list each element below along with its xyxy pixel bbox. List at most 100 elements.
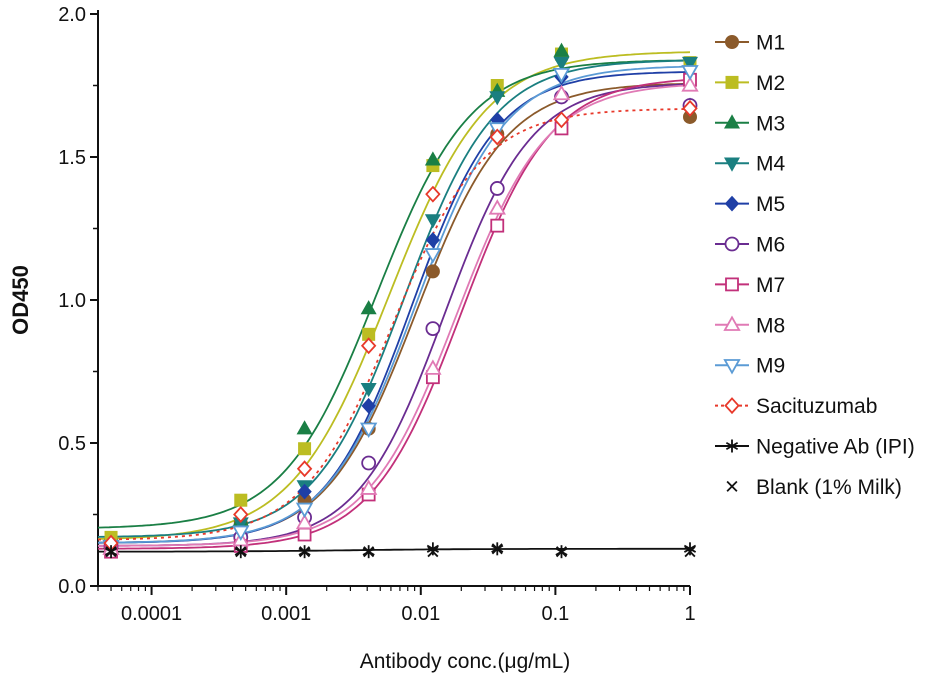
fit-curve-m9 — [98, 65, 690, 544]
legend-label: M4 — [756, 153, 785, 176]
data-points — [102, 42, 699, 559]
legend-marker — [723, 359, 741, 375]
legend-label: M2 — [756, 72, 785, 95]
y-tick-label: 2.0 — [58, 4, 86, 26]
point-m8 — [295, 513, 314, 530]
point-blank-1-milk — [299, 546, 311, 558]
point-m9 — [359, 422, 378, 439]
legend-marker — [725, 75, 739, 89]
point-m5 — [425, 232, 441, 248]
x-tick-label: 0.001 — [261, 603, 311, 625]
point-m4 — [681, 56, 699, 72]
point-sacituzumab — [553, 111, 570, 129]
legend-item-m2: M2 — [715, 72, 785, 95]
x-tick-label: 0.0001 — [121, 603, 182, 625]
legend-marker — [724, 236, 740, 252]
asterisk-stroke — [426, 544, 439, 553]
point-m9 — [681, 65, 699, 81]
x-stroke — [684, 546, 696, 558]
point-m7 — [297, 527, 312, 542]
legend-marker — [724, 195, 740, 212]
fit-curve-m1 — [98, 82, 691, 544]
y-axis-label: OD450 — [8, 265, 33, 335]
legend-label: M7 — [756, 274, 785, 297]
point-m9 — [552, 67, 571, 84]
point-m8 — [552, 84, 571, 101]
x-stroke — [299, 546, 311, 558]
point-m7 — [490, 218, 505, 233]
point-blank-1-milk — [684, 546, 696, 558]
legend-item-blank-1-milk: Blank (1% Milk) — [726, 476, 902, 499]
fit-curve-m2 — [97, 51, 691, 540]
x-stroke — [427, 546, 439, 558]
legend-label: M1 — [756, 32, 785, 55]
x-stroke — [555, 546, 568, 558]
point-sacituzumab — [296, 460, 313, 478]
legend-item-m4: M4 — [715, 153, 785, 176]
legend-marker — [725, 35, 739, 49]
legend: M1 M2 M3 M4 M5 M6 M7 M8 M9 Sacituzumab Negative Ab… — [715, 32, 915, 499]
legend-item-m5: M5 — [715, 193, 785, 216]
point-m4 — [553, 56, 570, 72]
point-m9 — [424, 248, 442, 264]
point-negative-ab-ipi — [683, 542, 697, 556]
point-sacituzumab — [360, 337, 377, 355]
point-m8 — [681, 76, 699, 92]
asterisk-stroke — [725, 441, 739, 451]
legend-label: M3 — [756, 112, 785, 135]
point-sacituzumab — [682, 99, 698, 117]
point-m6 — [425, 321, 441, 337]
fit-curve-m8 — [98, 84, 691, 547]
fit-curve-m5 — [97, 71, 690, 544]
legend-marker — [725, 439, 739, 453]
fit-curve-m3 — [97, 59, 691, 529]
asterisk-stroke — [683, 544, 697, 553]
point-m5 — [297, 483, 312, 500]
point-m4 — [360, 382, 377, 398]
legend-item-sacituzumab: Sacituzumab — [715, 395, 877, 418]
point-m8 — [359, 479, 378, 495]
fit-curve-m4 — [97, 59, 691, 538]
legend-marker — [723, 157, 741, 172]
point-negative-ab-ipi — [426, 542, 439, 556]
point-m8 — [488, 199, 506, 215]
point-blank-1-milk — [427, 546, 439, 558]
legend-label: M9 — [756, 355, 785, 378]
legend-label: Blank (1% Milk) — [756, 476, 902, 499]
point-m9 — [232, 525, 250, 541]
point-m3 — [296, 420, 313, 435]
x-tick-label: 0.01 — [401, 603, 440, 625]
legend-label: M5 — [756, 193, 785, 216]
point-m3 — [360, 300, 377, 315]
point-m2 — [234, 493, 248, 507]
point-m1 — [425, 264, 440, 279]
point-m4 — [489, 91, 506, 106]
point-m3 — [553, 42, 570, 57]
legend-item-m8: M8 — [715, 314, 785, 337]
x-tick-label: 1 — [684, 603, 695, 625]
y-tick-label: 1.0 — [58, 290, 86, 312]
legend-label: M6 — [756, 234, 785, 257]
point-blank-1-milk — [555, 546, 568, 558]
x-tick-label: 0.1 — [541, 603, 569, 625]
legend-label: M8 — [756, 314, 785, 337]
x-stroke — [105, 546, 117, 558]
legend-item-m9: M9 — [715, 355, 785, 378]
point-m4 — [424, 214, 441, 229]
x-stroke — [235, 546, 247, 558]
legend-item-m3: M3 — [715, 112, 785, 135]
point-m6 — [361, 455, 377, 471]
x-stroke — [363, 546, 375, 558]
legend-marker — [725, 277, 739, 292]
legend-marker — [724, 397, 740, 415]
fit-curve-sacituzumab — [98, 108, 690, 541]
point-m2 — [362, 327, 376, 341]
legend-item-m6: M6 — [715, 234, 785, 257]
point-sacituzumab — [233, 506, 249, 523]
point-m6 — [489, 181, 505, 196]
x-stroke — [491, 543, 503, 555]
point-blank-1-milk — [491, 543, 503, 555]
fit-curves — [97, 51, 691, 553]
fit-curve-m6 — [98, 83, 691, 547]
